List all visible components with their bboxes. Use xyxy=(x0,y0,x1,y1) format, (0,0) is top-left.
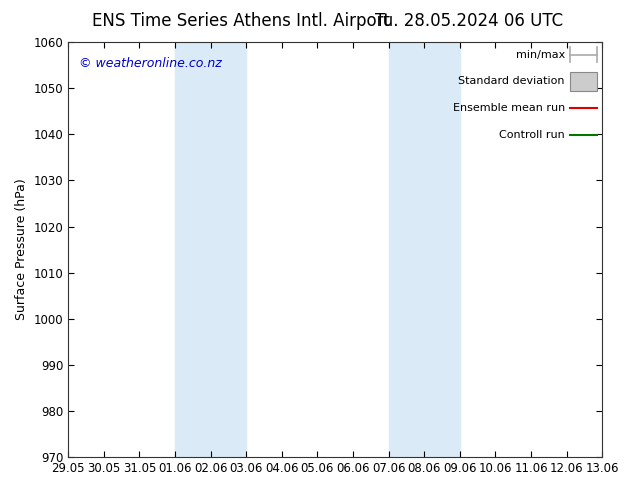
Text: min/max: min/max xyxy=(515,49,565,59)
Bar xyxy=(570,72,597,91)
Text: © weatheronline.co.nz: © weatheronline.co.nz xyxy=(79,56,222,70)
Bar xyxy=(175,42,246,457)
Bar xyxy=(389,42,460,457)
Y-axis label: Surface Pressure (hPa): Surface Pressure (hPa) xyxy=(15,179,28,320)
Text: Standard deviation: Standard deviation xyxy=(458,76,565,86)
Text: Ensemble mean run: Ensemble mean run xyxy=(453,103,565,114)
Text: Tu. 28.05.2024 06 UTC: Tu. 28.05.2024 06 UTC xyxy=(375,12,563,30)
Text: ENS Time Series Athens Intl. Airport: ENS Time Series Athens Intl. Airport xyxy=(92,12,390,30)
Text: Controll run: Controll run xyxy=(499,130,565,141)
